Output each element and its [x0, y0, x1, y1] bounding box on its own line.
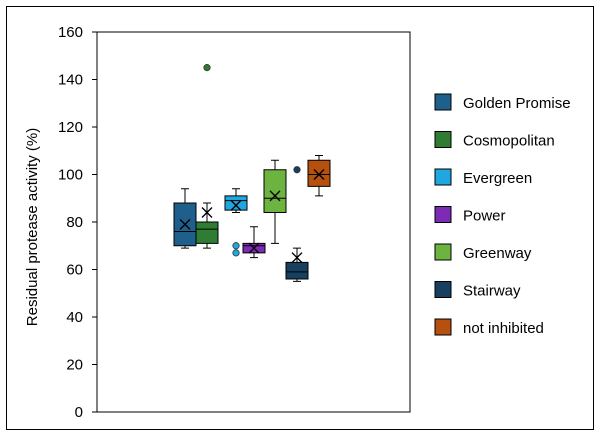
- y-tick-label: 120: [58, 119, 83, 136]
- mean-marker: [269, 190, 281, 202]
- chart-axes: 0 20 40 60 80 100 120 140 160: [58, 24, 411, 421]
- box-body: [195, 221, 219, 244]
- mean-marker: [291, 252, 303, 264]
- box-stairway: [285, 166, 309, 282]
- y-tick-label: 60: [66, 262, 83, 279]
- box-not-inhibited: [307, 155, 331, 197]
- box-cosmopolitan: [195, 64, 219, 249]
- y-tick-label: 40: [66, 309, 83, 326]
- box-power: [242, 226, 266, 259]
- mean-marker: [313, 169, 325, 180]
- legend-label: Golden Promise: [463, 95, 571, 112]
- box-body: [224, 195, 248, 211]
- box-greenway: [263, 159, 287, 244]
- mean-marker: [248, 242, 260, 254]
- legend-swatch: [434, 243, 452, 261]
- box-golden-promise: [173, 188, 197, 249]
- legend-label: not inhibited: [463, 320, 544, 337]
- mean-marker: [201, 207, 213, 218]
- legend-swatch: [434, 318, 452, 336]
- y-tick-label: 140: [58, 72, 83, 89]
- legend: Golden Promise Cosmopolitan Evergreen Power…: [434, 93, 571, 337]
- legend-label: Power: [463, 208, 506, 225]
- box-body: [263, 169, 287, 213]
- y-tick-label: 20: [66, 357, 83, 374]
- legend-swatch: [434, 206, 452, 223]
- legend-swatch: [434, 93, 452, 111]
- y-tick-label: 0: [75, 404, 83, 421]
- outlier-point: [203, 64, 211, 72]
- legend-swatch: [434, 281, 452, 298]
- legend-label: Evergreen: [463, 170, 532, 187]
- box-plot-series: [173, 64, 331, 282]
- outlier-point: [293, 166, 301, 174]
- legend-label: Stairway: [463, 283, 521, 300]
- y-axis-label: Residual protease activity (%): [24, 128, 41, 326]
- box-body: [307, 159, 331, 187]
- legend-swatch: [434, 131, 452, 148]
- mean-marker: [230, 199, 242, 211]
- legend-swatch: [434, 168, 452, 186]
- outlier-point: [232, 242, 240, 250]
- legend-label: Cosmopolitan: [463, 133, 555, 150]
- y-tick-label: 80: [66, 214, 83, 231]
- box-plot-chart: 0 20 40 60 80 100 120 140 160 Residual protease …: [24, 24, 571, 421]
- legend-label: Greenway: [463, 245, 532, 262]
- box-body: [285, 261, 309, 280]
- mean-marker: [179, 218, 191, 230]
- outlier-point: [232, 249, 240, 257]
- y-tick-label: 100: [58, 167, 83, 184]
- y-tick-label: 160: [58, 24, 83, 41]
- chart-frame: 0 20 40 60 80 100 120 140 160 Residual protease …: [6, 6, 594, 430]
- box-evergreen: [224, 188, 248, 257]
- plot-area-border: [96, 31, 411, 413]
